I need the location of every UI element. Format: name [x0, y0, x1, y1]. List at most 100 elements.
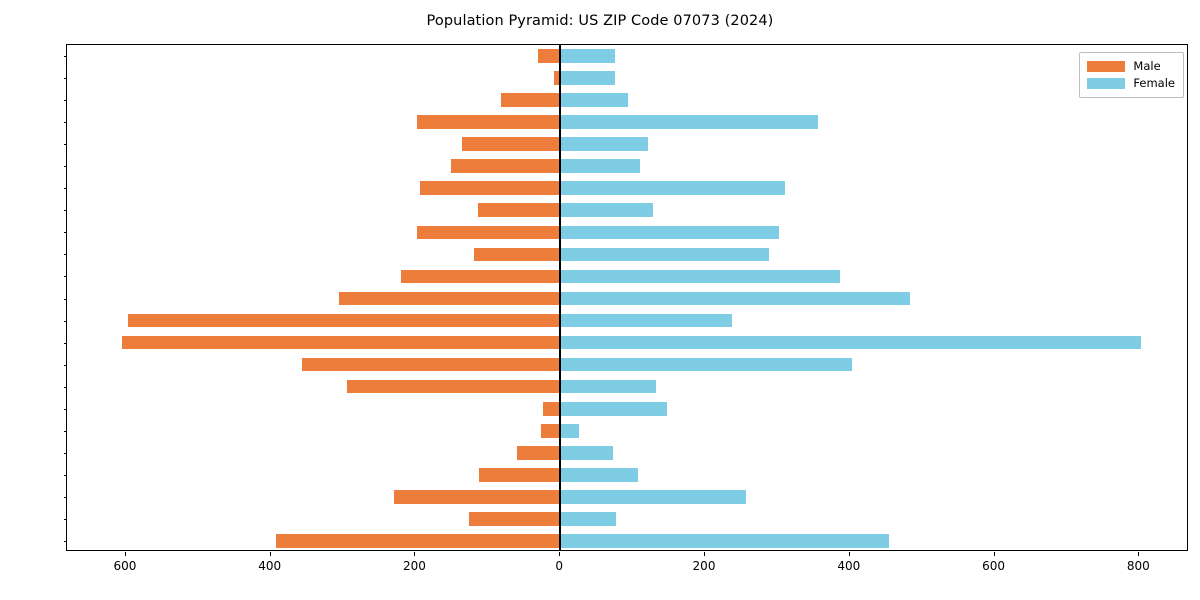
x-tick-label: 0	[555, 559, 564, 573]
chart-legend: Male Female	[1079, 52, 1184, 98]
x-tick-mark	[124, 552, 126, 556]
x-tick-mark	[414, 552, 416, 556]
x-tick-mark	[269, 552, 271, 556]
bar-female-15-17	[559, 468, 639, 482]
bar-female-45-49	[559, 269, 841, 284]
bar-male-45-49	[401, 269, 560, 284]
bar-row	[67, 159, 1187, 174]
legend-label-female: Female	[1133, 75, 1175, 90]
y-tick-mark	[63, 320, 67, 322]
x-tick-mark	[993, 552, 995, 556]
bar-row	[67, 423, 1187, 438]
bar-male-62-64	[420, 181, 560, 196]
bar-female-50-54	[559, 247, 770, 262]
bar-male-10-14	[394, 490, 560, 504]
bar-row	[67, 269, 1187, 284]
bar-row	[67, 379, 1187, 394]
x-tick-label: 600	[982, 559, 1005, 573]
bar-row	[67, 181, 1187, 196]
bar-female-20	[559, 423, 579, 438]
y-tick-mark	[63, 298, 67, 300]
bar-female-67-69	[559, 137, 648, 152]
legend-swatch-female	[1087, 78, 1126, 89]
bar-female-85-	[559, 49, 615, 63]
bar-male-80-84	[554, 71, 560, 85]
x-tick-label: 200	[692, 559, 716, 573]
y-tick-mark	[63, 232, 67, 234]
bar-female-70-74	[559, 115, 819, 129]
bar-female-60-61	[559, 203, 654, 218]
y-tick-mark	[63, 166, 67, 168]
bar-male-85-	[538, 49, 560, 63]
bar-male-35-39	[127, 313, 560, 328]
bar-row	[67, 291, 1187, 306]
bar-female-21	[559, 401, 668, 416]
bar-male-22-24	[347, 379, 560, 394]
bar-row	[67, 93, 1187, 107]
bar-male-55-59	[417, 225, 560, 240]
plot-area: 85+80-8475-7970-7467-6965-6662-6460-6155…	[63, 44, 1188, 573]
y-tick-mark	[63, 144, 67, 146]
bars-layer	[67, 45, 1187, 550]
bar-female-65-66	[559, 159, 640, 174]
bar-male-15-17	[478, 468, 560, 482]
bar-male-5-9	[469, 512, 560, 526]
y-tick-mark	[63, 100, 67, 102]
bar-female-18-19	[559, 445, 613, 460]
bar-female-80-84	[559, 71, 615, 85]
bar-female-55-59	[559, 225, 779, 240]
x-tick-mark	[559, 552, 561, 556]
x-tick-label: 800	[1126, 559, 1150, 573]
bar-female-62-64	[559, 181, 786, 196]
bar-female-5-9	[559, 512, 617, 526]
bar-row	[67, 512, 1187, 526]
x-tick-mark	[1138, 552, 1140, 556]
y-tick-mark	[63, 122, 67, 124]
bar-row	[67, 445, 1187, 460]
bar-male-67-69	[462, 137, 560, 152]
x-tick-label: 400	[837, 559, 861, 573]
bar-row	[67, 357, 1187, 372]
bar-row	[67, 225, 1187, 240]
bar-row	[67, 468, 1187, 482]
bar-row	[67, 401, 1187, 416]
legend-item-male[interactable]: Male	[1087, 58, 1175, 75]
y-tick-mark	[63, 408, 67, 410]
bar-male-18-19	[517, 445, 560, 460]
y-tick-mark	[63, 518, 67, 520]
bar-male-70-74	[416, 115, 560, 129]
bar-male-30-34	[122, 335, 560, 350]
bar-female-under-5	[559, 534, 890, 548]
y-tick-mark	[63, 474, 67, 476]
bar-row	[67, 247, 1187, 262]
bar-male-65-66	[450, 159, 560, 174]
bar-female-22-24	[559, 379, 657, 394]
bar-male-21	[543, 401, 560, 416]
y-tick-mark	[63, 210, 67, 212]
bar-row	[67, 203, 1187, 218]
bar-male-75-79	[501, 93, 560, 107]
bar-female-35-39	[559, 313, 732, 328]
legend-item-female[interactable]: Female	[1087, 75, 1175, 92]
bar-row	[67, 313, 1187, 328]
bar-row	[67, 534, 1187, 548]
y-tick-mark	[63, 188, 67, 190]
x-tick-label: 600	[113, 559, 137, 573]
bar-row	[67, 490, 1187, 504]
legend-swatch-male	[1087, 61, 1126, 72]
x-tick-label: 400	[258, 559, 282, 573]
y-tick-mark	[63, 342, 67, 344]
x-tick-mark	[848, 552, 850, 556]
y-tick-mark	[63, 496, 67, 498]
bar-female-40-44	[559, 291, 910, 306]
y-tick-mark	[63, 276, 67, 278]
bar-male-60-61	[478, 203, 560, 218]
y-tick-mark	[63, 254, 67, 256]
y-tick-mark	[63, 78, 67, 80]
y-tick-mark	[63, 56, 67, 58]
x-tick-mark	[704, 552, 705, 556]
bar-row	[67, 335, 1187, 350]
bar-row	[67, 115, 1187, 129]
bar-female-25-29	[559, 357, 852, 372]
